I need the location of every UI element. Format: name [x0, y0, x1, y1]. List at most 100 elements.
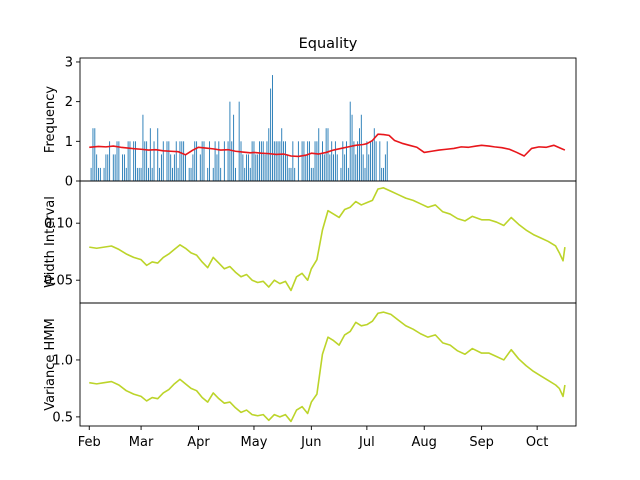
bar — [90, 167, 92, 181]
bar — [123, 154, 125, 181]
bar — [260, 141, 262, 181]
bar — [359, 128, 360, 181]
bar — [290, 167, 292, 181]
bar — [231, 141, 233, 181]
bar — [288, 167, 290, 181]
bar — [146, 141, 148, 181]
bar — [148, 167, 149, 181]
bar — [201, 141, 203, 181]
bar — [233, 114, 235, 181]
bar — [246, 154, 248, 181]
x-tick-label: May — [241, 435, 268, 450]
bar — [244, 167, 246, 181]
x-tick-label: Sep — [469, 435, 494, 450]
bar — [99, 167, 101, 181]
bar — [314, 141, 316, 181]
bar — [209, 141, 210, 181]
bar — [172, 167, 173, 181]
bar — [259, 141, 260, 181]
bar — [384, 154, 386, 181]
bar — [92, 128, 94, 181]
bar — [262, 141, 264, 181]
bar — [257, 154, 259, 181]
y-tick-label: 3 — [65, 55, 73, 70]
bar — [294, 167, 296, 181]
bar — [312, 167, 314, 181]
bar — [375, 141, 377, 181]
bar — [125, 167, 127, 181]
bar — [325, 128, 327, 181]
bar — [177, 167, 179, 181]
bar — [207, 167, 209, 181]
bar — [127, 141, 129, 181]
bar — [96, 154, 98, 181]
bar — [216, 154, 218, 181]
bar — [340, 167, 342, 181]
bar — [135, 141, 136, 181]
bar — [253, 141, 255, 181]
y-axis-label: Width Interval — [43, 196, 58, 288]
bar — [329, 154, 331, 181]
bar — [142, 114, 144, 181]
bar — [370, 141, 372, 181]
x-tick-label: Aug — [412, 435, 437, 450]
y-tick-label: 0.05 — [44, 274, 73, 289]
bar — [199, 154, 201, 181]
y-tick-label: 0 — [65, 175, 73, 190]
bar — [366, 141, 368, 181]
bar — [118, 141, 120, 181]
bar — [192, 154, 194, 181]
bar — [305, 154, 307, 181]
bar — [327, 128, 329, 181]
bar — [183, 141, 185, 181]
bar — [303, 141, 305, 181]
y-axis-label: Frequency — [43, 86, 58, 153]
bar — [310, 167, 312, 181]
bar — [307, 141, 309, 181]
series-line — [89, 311, 566, 423]
bar — [122, 154, 124, 181]
bar — [138, 167, 140, 181]
plot-area — [89, 187, 566, 292]
x-tick-label: Apr — [187, 435, 210, 450]
bar — [351, 114, 353, 181]
panel-1: 0 1 2 3 Frequency — [43, 55, 577, 190]
y-tick-label: 1.0 — [52, 353, 73, 368]
bar — [249, 167, 251, 181]
bar — [283, 141, 285, 181]
bar — [140, 167, 142, 181]
bar — [316, 141, 318, 181]
bar — [227, 141, 229, 181]
y-tick-label: 2 — [65, 95, 73, 110]
bar — [342, 141, 344, 181]
bar — [190, 167, 192, 181]
bar — [116, 141, 118, 181]
bar — [309, 141, 310, 181]
bar — [279, 141, 281, 181]
bar — [105, 154, 107, 181]
bar — [284, 141, 286, 181]
bar — [368, 154, 370, 181]
bar — [185, 154, 186, 181]
x-tick-label: Jun — [300, 435, 321, 450]
bar — [242, 154, 244, 181]
bar — [255, 154, 257, 181]
bar — [196, 141, 198, 181]
bar — [386, 141, 388, 181]
bar — [371, 141, 373, 181]
bar — [268, 128, 270, 181]
bar — [264, 154, 266, 181]
bar — [107, 154, 109, 181]
bar — [238, 101, 240, 181]
y-tick-label: 0.10 — [44, 217, 73, 232]
bar — [114, 154, 116, 181]
chart-title: Equality — [299, 36, 358, 52]
bar — [373, 128, 375, 181]
bar — [136, 167, 138, 181]
bar — [360, 114, 362, 181]
bar — [379, 141, 381, 181]
